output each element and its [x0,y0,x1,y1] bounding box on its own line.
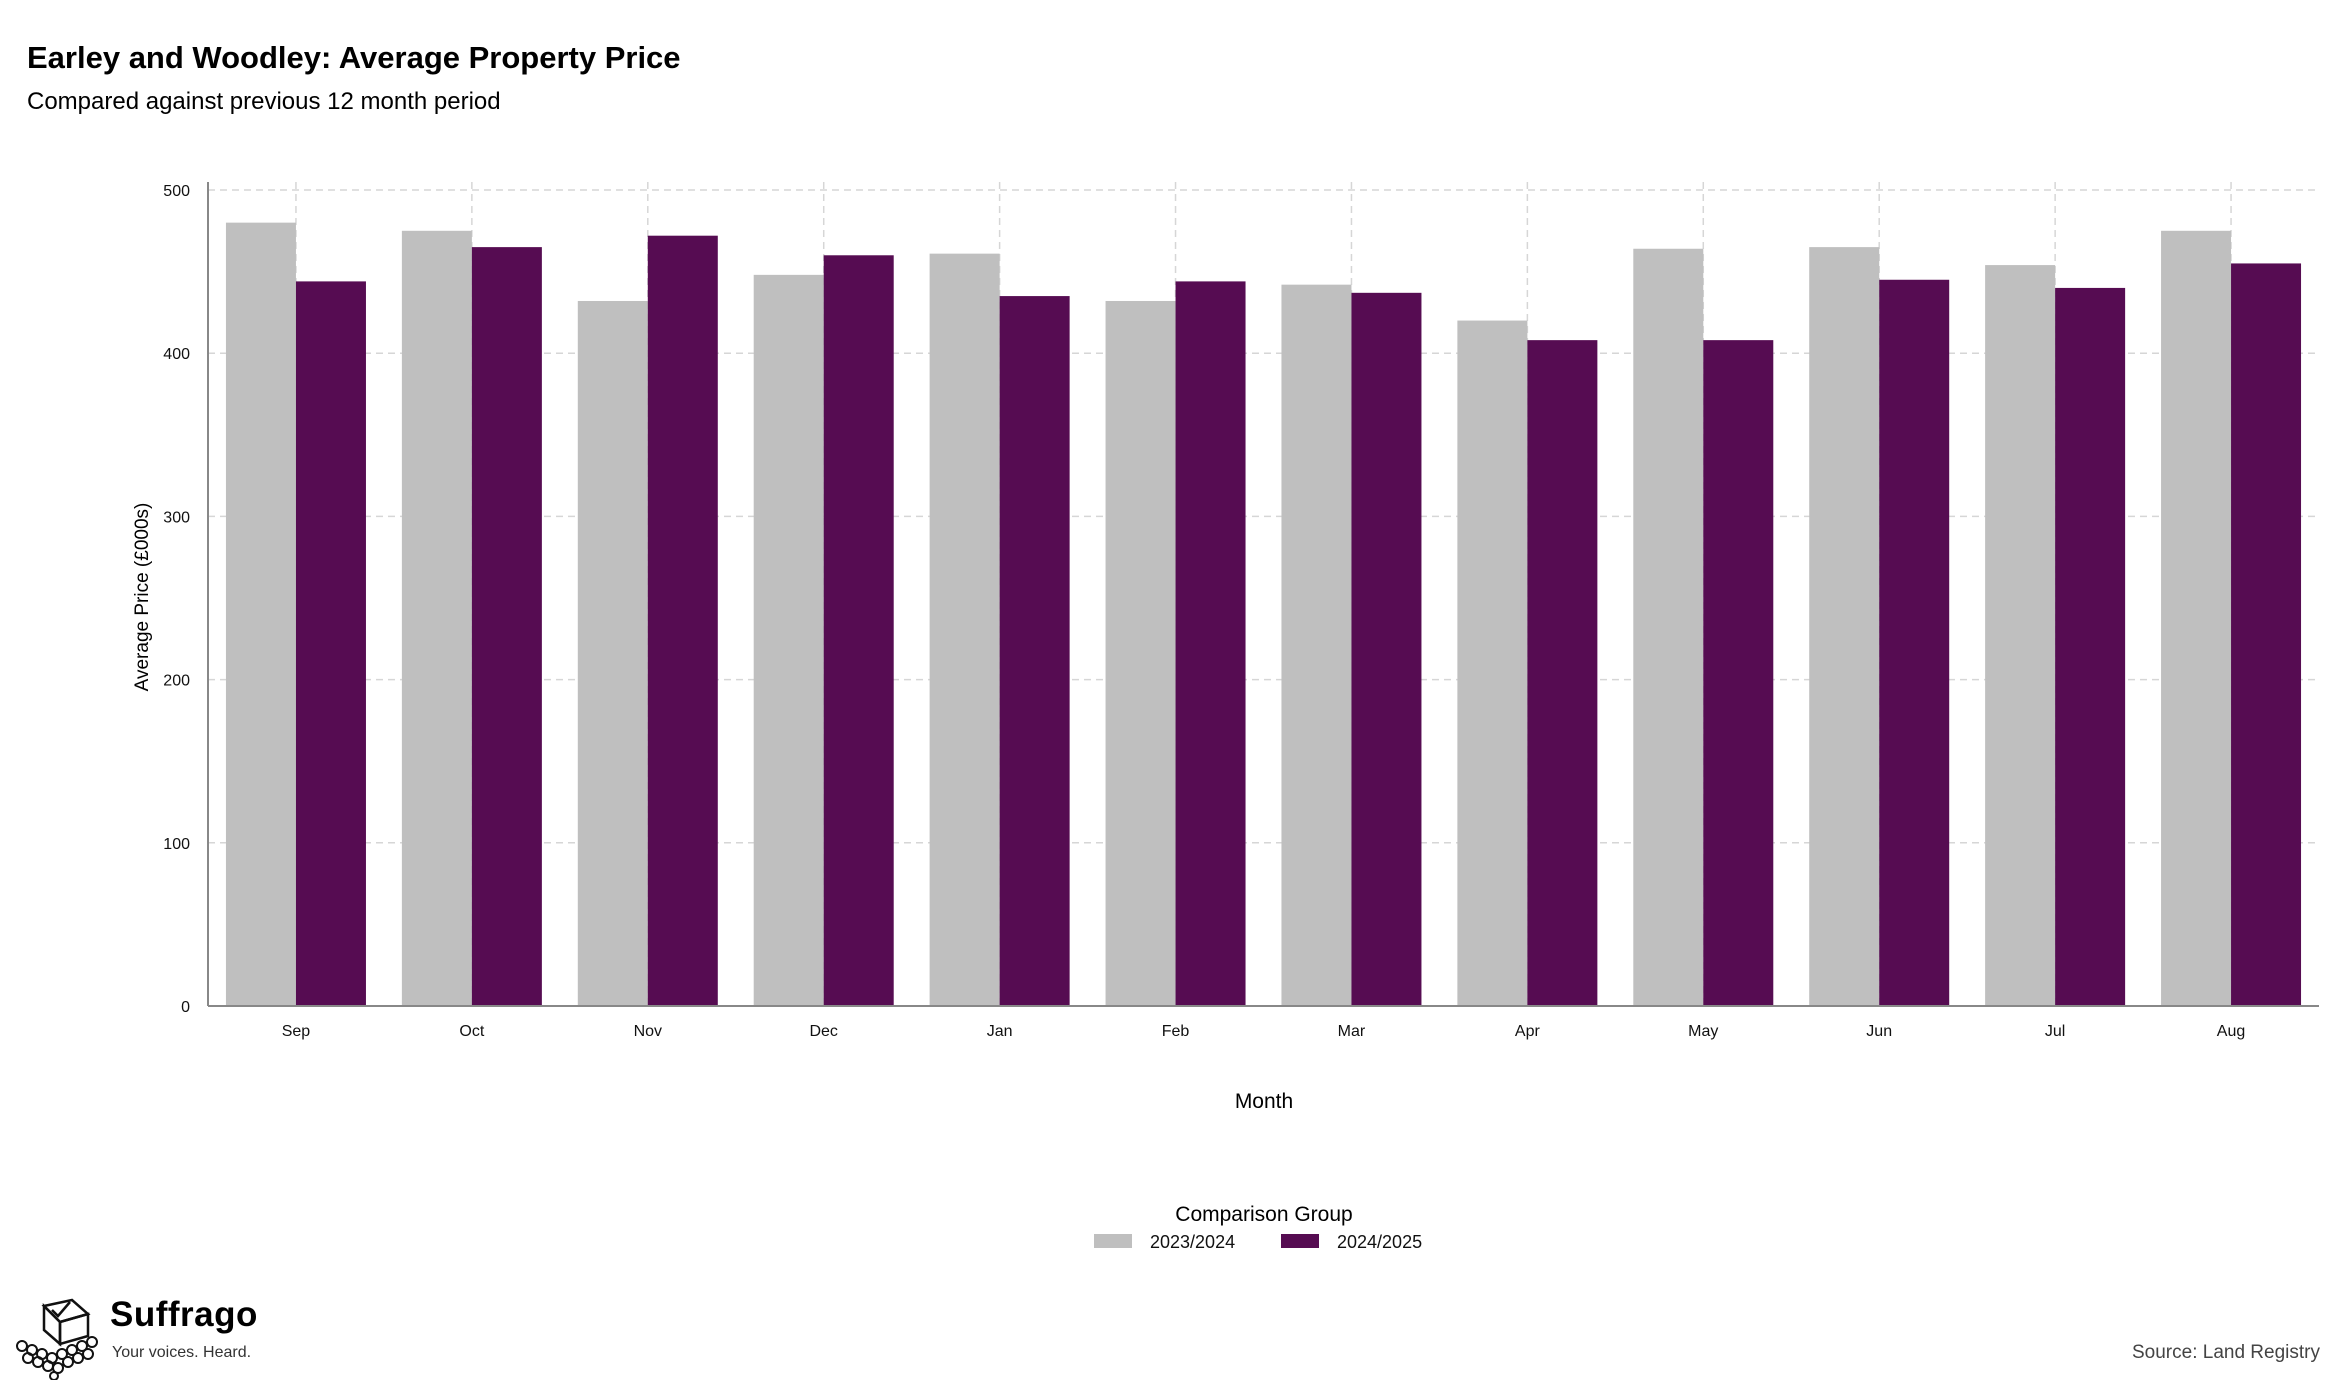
brand-tagline: Your voices. Heard. [112,1344,252,1361]
bar-2023-2024-aug [2161,230,2232,1007]
bar-2023-2024-oct [401,230,472,1007]
bar-2024-2025-jul [2055,287,2126,1006]
x-tick-label: Feb [1162,1023,1190,1040]
bar-2024-2025-oct [471,247,542,1006]
y-tick-label: 300 [163,509,190,526]
bar-2024-2025-apr [1527,340,1598,1006]
legend-swatch [1281,1234,1319,1248]
y-tick-label: 400 [163,346,190,363]
chart-subtitle: Compared against previous 12 month perio… [27,88,501,115]
legend-swatch [1094,1234,1132,1248]
x-tick-label: Oct [459,1023,484,1040]
bar-2023-2024-apr [1457,320,1528,1006]
brand-name: Suffrago [110,1295,258,1334]
bar-2023-2024-dec [753,274,824,1006]
x-axis-label: Month [1235,1090,1293,1113]
bar-2024-2025-aug [2231,263,2302,1006]
bar-2024-2025-dec [823,255,894,1006]
x-tick-label: Aug [2217,1023,2245,1040]
chart-ticks: 0 100 200 300 400 500 Sep Oct Nov Dec Jan Feb Mar Apr… [163,183,2245,1040]
y-axis-label: Average Price (£000s) [132,503,153,692]
source-note: Source: Land Registry [2132,1342,2320,1363]
bar-2024-2025-nov [647,235,718,1007]
bar-2024-2025-jun [1879,279,1950,1006]
ballot-box-icon [16,1298,98,1380]
x-tick-label: Dec [809,1023,837,1040]
chart-title: Earley and Woodley: Average Property Pri… [27,40,681,75]
x-tick-label: Nov [634,1023,662,1040]
x-tick-label: May [1688,1023,1718,1040]
bar-2023-2024-jul [1985,265,2056,1006]
x-tick-label: Jan [987,1023,1013,1040]
bar-2023-2024-may [1633,248,1704,1006]
brand-block: Suffrago Your voices. Heard. [14,1292,274,1382]
chart-bars [225,222,2302,1007]
bar-2024-2025-jan [999,296,1070,1007]
y-tick-label: 0 [181,999,190,1016]
chart-axes [207,182,2319,1007]
bar-2024-2025-mar [1351,292,1422,1006]
legend-label: 2023/2024 [1150,1232,1235,1252]
bar-2024-2025-may [1703,340,1774,1006]
bar-2023-2024-mar [1281,284,1352,1006]
legend-title: Comparison Group [1175,1203,1352,1226]
x-tick-label: Sep [282,1023,311,1040]
x-tick-label: Mar [1338,1023,1366,1040]
x-tick-label: Apr [1515,1023,1541,1040]
legend: 2023/2024 2024/2025 [1094,1232,1422,1252]
legend-label: 2024/2025 [1337,1232,1422,1252]
x-tick-label: Jul [2045,1023,2065,1040]
y-tick-label: 200 [163,673,190,690]
bar-2023-2024-jun [1809,247,1880,1006]
bar-2024-2025-feb [1175,281,1246,1007]
y-tick-label: 100 [163,836,190,853]
bar-2023-2024-nov [577,300,648,1006]
bar-2023-2024-feb [1105,300,1176,1006]
bar-2024-2025-sep [295,281,366,1007]
y-tick-label: 500 [163,183,190,200]
x-tick-label: Jun [1866,1023,1892,1040]
bar-2023-2024-sep [225,222,296,1006]
bar-2023-2024-jan [929,253,1000,1006]
